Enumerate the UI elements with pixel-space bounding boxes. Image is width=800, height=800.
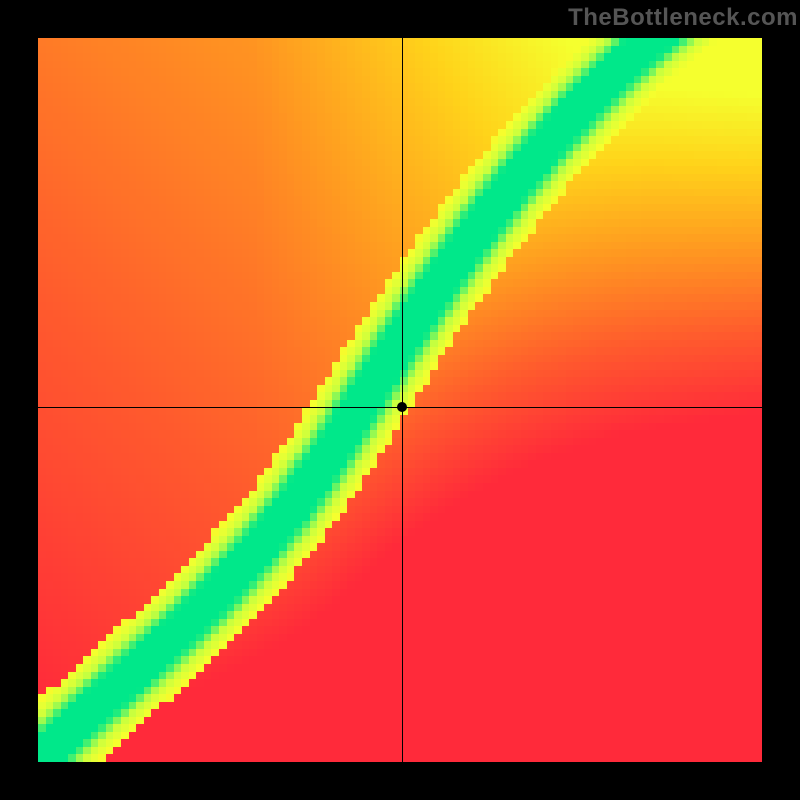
operating-point-marker xyxy=(397,402,407,412)
watermark-label: TheBottleneck.com xyxy=(568,4,798,32)
bottleneck-heatmap xyxy=(38,38,762,762)
crosshair-vertical xyxy=(402,38,403,762)
